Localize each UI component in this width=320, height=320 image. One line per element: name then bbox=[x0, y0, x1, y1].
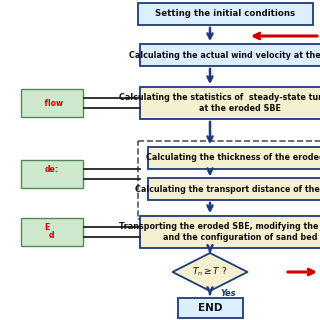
FancyBboxPatch shape bbox=[140, 87, 320, 119]
Text: Calculating the thickness of the eroded SBE: Calculating the thickness of the eroded … bbox=[146, 154, 320, 163]
FancyBboxPatch shape bbox=[21, 218, 83, 246]
FancyBboxPatch shape bbox=[138, 3, 313, 25]
FancyBboxPatch shape bbox=[148, 178, 320, 200]
Text: Calculating the transport distance of the eroded: Calculating the transport distance of th… bbox=[135, 185, 320, 194]
Text: de:: de: bbox=[45, 165, 59, 174]
Text: Yes: Yes bbox=[220, 289, 236, 298]
Text: d: d bbox=[48, 231, 54, 241]
Text: E: E bbox=[44, 223, 50, 233]
FancyBboxPatch shape bbox=[178, 298, 243, 318]
Text: Calculating the actual wind velocity at the SBE: Calculating the actual wind velocity at … bbox=[129, 51, 320, 60]
Text: $T_n \geq T$ ?: $T_n \geq T$ ? bbox=[192, 266, 228, 278]
Polygon shape bbox=[172, 253, 247, 291]
FancyBboxPatch shape bbox=[140, 216, 320, 248]
Text: Transporting the eroded SBE, modifying the transpor
and the configuration of san: Transporting the eroded SBE, modifying t… bbox=[119, 222, 320, 242]
FancyBboxPatch shape bbox=[148, 147, 320, 169]
Text: Calculating the statistics of  steady-state turbulent  s
at the eroded SBE: Calculating the statistics of steady-sta… bbox=[119, 93, 320, 113]
Text: END: END bbox=[198, 303, 222, 313]
Text: Setting the initial conditions: Setting the initial conditions bbox=[155, 10, 295, 19]
FancyBboxPatch shape bbox=[140, 44, 320, 66]
FancyBboxPatch shape bbox=[21, 89, 83, 117]
FancyBboxPatch shape bbox=[21, 160, 83, 188]
Text: flow: flow bbox=[42, 99, 62, 108]
